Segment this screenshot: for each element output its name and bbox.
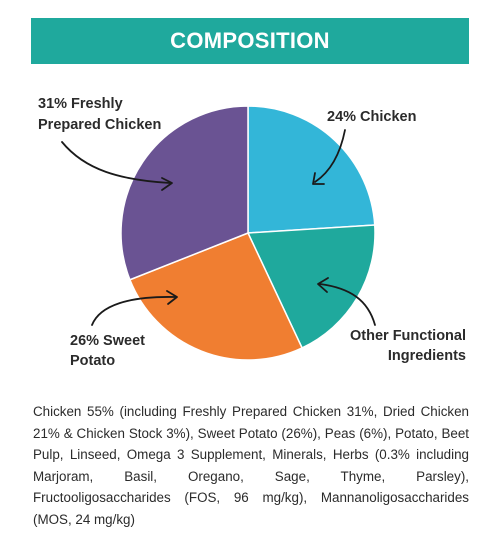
arrow-functional: [319, 283, 376, 326]
ingredients-text: Chicken 55% (including Freshly Prepared …: [33, 404, 469, 527]
label-functional-line1: Other Functional: [350, 328, 466, 344]
label-functional-line2: Ingredients: [388, 348, 466, 364]
arrowhead-fresh-chicken: [161, 177, 173, 191]
label-chicken: 24% Chicken: [327, 109, 416, 125]
label-fresh-chicken-line2: Prepared Chicken: [38, 117, 161, 133]
label-sweet-potato-line2: Potato: [70, 353, 115, 369]
label-sweet-potato-line1: 26% Sweet: [70, 333, 145, 349]
pie-slice-2: [128, 232, 304, 361]
arrow-sweet-potato: [91, 296, 176, 326]
arrowhead-functional: [317, 277, 329, 293]
arrow-chicken: [314, 129, 346, 183]
arrowhead-chicken: [312, 172, 325, 185]
chart-title: COMPOSITION: [170, 28, 330, 53]
title-banner: COMPOSITION: [31, 18, 469, 64]
pie-slice-3: [120, 105, 249, 281]
pie-chart: 31% Freshly Prepared Chicken 24% Chicken…: [38, 96, 466, 369]
arrowhead-sweet-potato: [166, 290, 178, 305]
label-fresh-chicken-line1: 31% Freshly: [38, 96, 123, 112]
pie-slice-0: [247, 105, 376, 234]
arrow-fresh-chicken: [61, 141, 171, 184]
pie-slices: [120, 105, 376, 361]
